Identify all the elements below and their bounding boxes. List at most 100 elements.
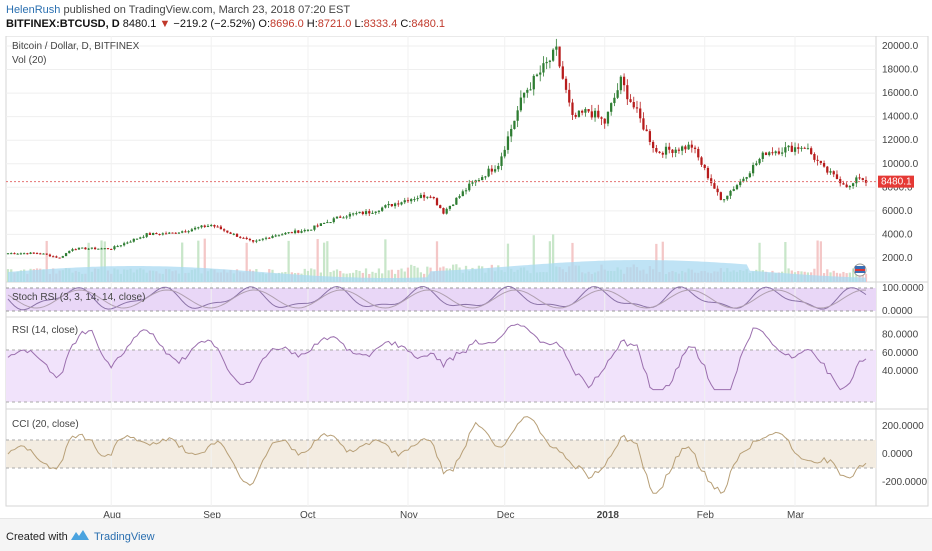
candle-body [177, 232, 181, 234]
candle-body [158, 234, 161, 236]
candles [6, 38, 868, 259]
volume-bar [335, 269, 339, 282]
open-label: O: [258, 18, 271, 30]
candle-body [103, 248, 106, 250]
candle-body [368, 211, 371, 214]
candle-body [390, 203, 393, 207]
candle-body [113, 246, 116, 250]
candle-body [145, 233, 148, 237]
volume-bar [410, 264, 413, 282]
volume-bar [87, 242, 90, 282]
candle-body [861, 178, 864, 181]
price-tick-label: 20000.0 [882, 41, 919, 52]
candle-body [152, 233, 155, 235]
candle-body [477, 180, 481, 182]
candle-body [77, 247, 81, 250]
candle-body [168, 232, 171, 234]
candle-body [258, 239, 261, 241]
candle-body [700, 157, 703, 165]
candle-body [106, 248, 110, 250]
candle-body [164, 233, 168, 235]
candle-body [551, 49, 555, 61]
candle-body [132, 238, 135, 242]
candle-body [410, 199, 413, 202]
time-tick-label: Oct [300, 510, 316, 518]
rsi-tick-label: 80.0000 [882, 329, 919, 340]
candle-body [787, 145, 790, 148]
candle-body [542, 63, 545, 73]
candle-body [181, 231, 184, 233]
candle-body [561, 66, 564, 79]
candle-body [303, 229, 306, 232]
volume-bar [406, 267, 410, 282]
candle-body [400, 202, 403, 205]
candle-body [322, 222, 326, 224]
chart-canvas[interactable]: Bitcoin / Dollar, D, BITFINEX Vol (20) S… [0, 36, 932, 518]
candle-body [297, 230, 300, 233]
price-tick-label: 8000.0 [882, 182, 913, 193]
volume-bar [532, 235, 535, 282]
candle-body [632, 102, 635, 108]
volume-bar [390, 269, 393, 282]
volume-bar [426, 266, 429, 282]
events-flag-icon[interactable] [853, 263, 867, 277]
candle-body [639, 108, 642, 119]
candle-body [200, 225, 203, 228]
last-price: 8480.1 [122, 18, 157, 30]
candle-body [68, 250, 71, 254]
symbol-label: BITFINEX:BTCUSD, D [6, 18, 120, 30]
candle-body [800, 147, 803, 149]
stoch-d-line [7, 289, 867, 309]
candle-body [377, 210, 381, 212]
candle-body [6, 253, 10, 255]
volume-bar [435, 241, 439, 282]
volume-ma-area [8, 260, 866, 282]
volume-bar [387, 270, 390, 282]
candle-body [500, 156, 503, 166]
candle-body [339, 216, 342, 218]
candle-body [751, 165, 755, 174]
tradingview-logo-icon[interactable] [70, 528, 90, 542]
candle-body [739, 181, 742, 186]
cci-title: CCI (20, close) [12, 419, 79, 430]
candle-body [139, 237, 142, 239]
candle-body [235, 233, 239, 237]
candle-body [590, 111, 593, 118]
candle-body [45, 253, 48, 255]
low-label: L: [354, 18, 364, 30]
cci-tick-label: 0.0000 [882, 449, 913, 460]
candle-body [571, 102, 574, 115]
candle-body [858, 177, 861, 179]
main-pane[interactable] [6, 36, 876, 282]
candle-body [126, 242, 129, 244]
candle-body [381, 207, 384, 211]
candle-body [464, 190, 468, 192]
volume-bar [413, 265, 416, 282]
volume-bar [377, 268, 381, 282]
candle-body [819, 160, 822, 164]
volume-bar [181, 242, 184, 282]
volume-bar [313, 269, 316, 282]
candle-body [568, 89, 571, 103]
candle-body [97, 248, 100, 250]
candle-body [155, 233, 158, 235]
volume-bar [551, 234, 555, 282]
candle-body [458, 196, 461, 198]
candle-body [777, 151, 781, 154]
candle-body [526, 89, 529, 93]
volume-bar [322, 242, 326, 282]
candle-body [13, 253, 16, 255]
candle-body [722, 199, 726, 201]
candle-body [387, 203, 390, 206]
candle-body [616, 90, 619, 98]
tradingview-brand-link[interactable]: TradingView [94, 531, 155, 543]
author-link[interactable]: HelenRush [6, 4, 61, 16]
candle-body [284, 232, 287, 235]
candle-body [806, 148, 810, 150]
grid [6, 36, 876, 506]
candle-body [813, 153, 816, 160]
candle-body [345, 216, 348, 218]
volume-bar [758, 242, 761, 282]
candle-body [416, 198, 419, 200]
volume-bar [100, 240, 103, 282]
